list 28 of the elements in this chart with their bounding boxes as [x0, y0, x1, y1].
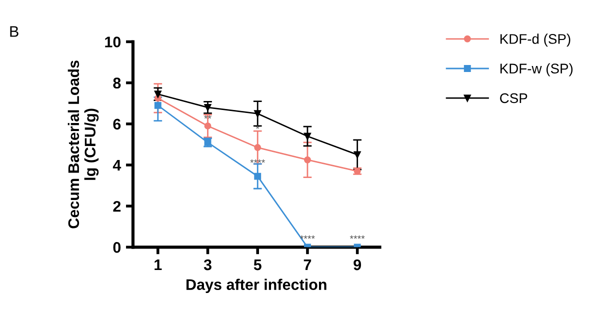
point [254, 172, 262, 180]
point [254, 144, 262, 152]
point [204, 122, 212, 130]
legend-label: KDF-d (SP) [500, 34, 570, 47]
point [304, 132, 311, 140]
y-tick-label: 4 [112, 160, 122, 171]
point [154, 102, 162, 109]
x-tick-label: 1 [154, 260, 162, 270]
y-tick-label: 0 [113, 242, 121, 253]
text: B [10, 26, 18, 37]
y-tick-label: 8 [113, 78, 121, 89]
y-axis-title: Cecum Bacterial Loads lg (CFU/g) [68, 60, 99, 228]
y-tick-label: 2 [113, 200, 121, 212]
x-tick-label: 9 [354, 259, 362, 270]
point [154, 90, 162, 98]
point [254, 110, 262, 118]
legend-label: CSP [500, 93, 528, 104]
legend-label: KDF-w (SP) [500, 63, 573, 76]
x-tick-label: 3 [204, 259, 212, 270]
y-tick-label: 6 [113, 118, 121, 130]
x-tick-label: 5 [254, 260, 262, 270]
y-tick-label: 10 [105, 36, 121, 48]
point [354, 151, 361, 158]
x-tick-label: 7 [304, 260, 312, 270]
point [304, 156, 311, 164]
annotation: **** [350, 235, 365, 239]
point [204, 104, 212, 111]
x-axis-title: Days after infection [186, 278, 326, 294]
